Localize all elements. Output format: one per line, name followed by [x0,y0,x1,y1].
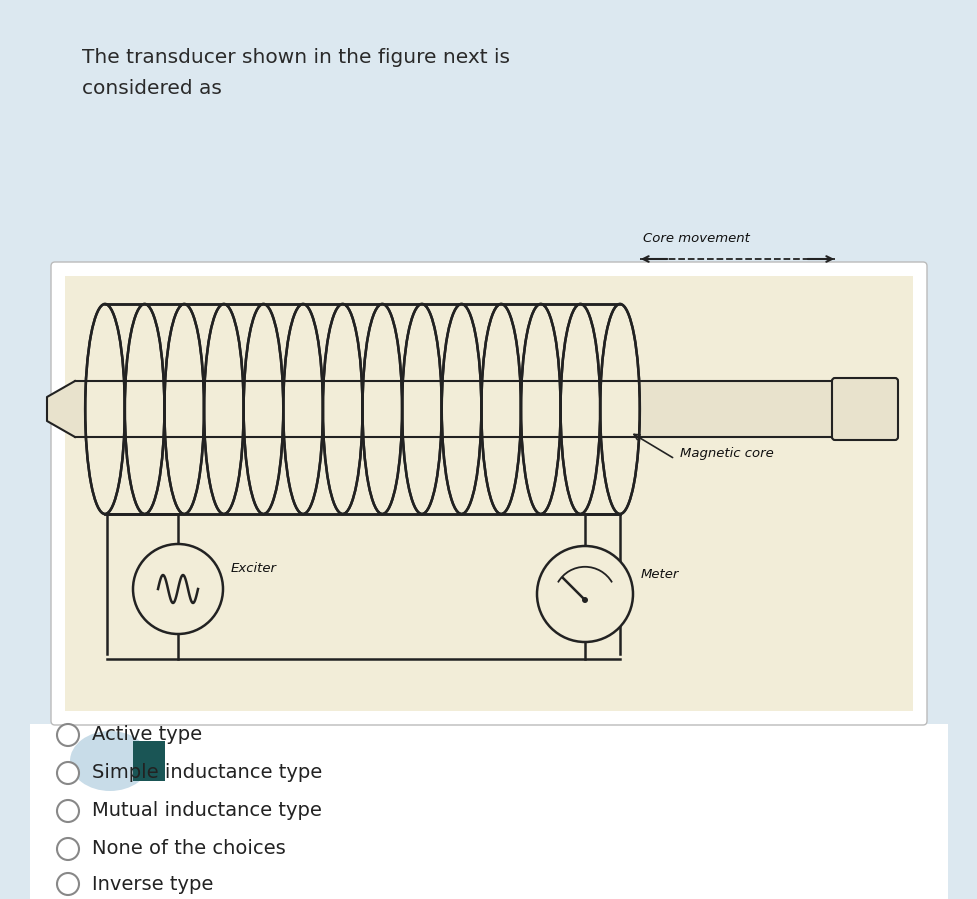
Ellipse shape [204,304,243,514]
Circle shape [536,546,632,642]
Ellipse shape [243,304,283,514]
Ellipse shape [362,304,402,514]
Bar [105,309,619,509]
Bar [30,14,947,269]
FancyBboxPatch shape [831,378,897,440]
Ellipse shape [85,304,125,514]
Bar [64,276,913,711]
Text: Core movement: Core movement [642,232,749,245]
Text: The transducer shown in the figure next is: The transducer shown in the figure next … [82,48,509,67]
Text: Mutual inductance type: Mutual inductance type [92,802,321,821]
Ellipse shape [322,304,362,514]
Ellipse shape [164,304,204,514]
Circle shape [581,597,587,603]
Ellipse shape [600,304,639,514]
Bar [75,381,839,437]
Text: Magnetic core: Magnetic core [679,448,773,460]
Text: Simple inductance type: Simple inductance type [92,763,321,782]
Circle shape [57,762,79,784]
Ellipse shape [560,304,600,514]
Circle shape [57,724,79,746]
Text: Meter: Meter [640,567,679,581]
Text: None of the choices: None of the choices [92,840,285,859]
Circle shape [133,544,223,634]
Ellipse shape [481,304,521,514]
Ellipse shape [442,304,481,514]
Ellipse shape [521,304,560,514]
Circle shape [57,873,79,895]
Text: considered as: considered as [82,79,222,98]
Ellipse shape [402,304,442,514]
Polygon shape [47,381,75,437]
FancyBboxPatch shape [51,262,926,725]
Ellipse shape [70,731,149,791]
Bar [30,724,947,899]
Text: Active type: Active type [92,725,202,744]
Bar [133,741,165,781]
Text: Inverse type: Inverse type [92,875,213,894]
Circle shape [57,800,79,822]
Text: Exciter: Exciter [231,563,276,575]
Ellipse shape [283,304,322,514]
Ellipse shape [125,304,164,514]
Circle shape [57,838,79,860]
